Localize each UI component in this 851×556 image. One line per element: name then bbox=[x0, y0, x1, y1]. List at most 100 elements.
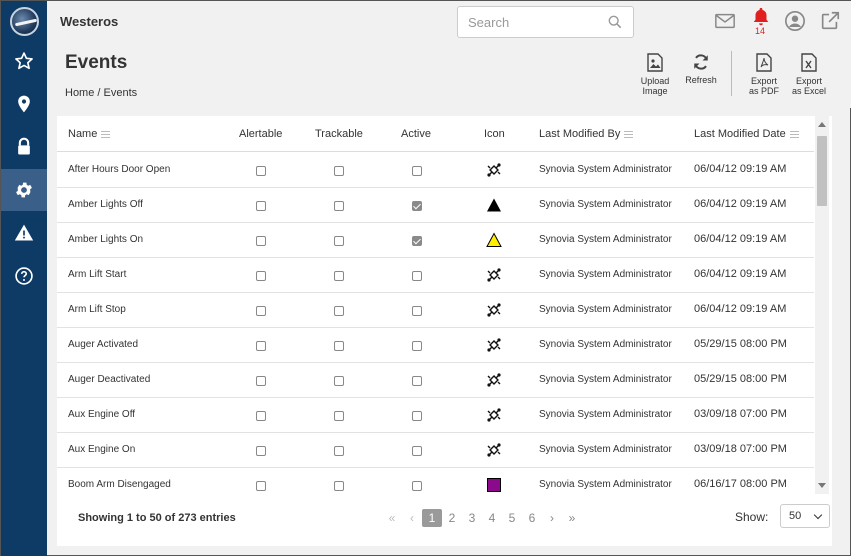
alertable-checkbox[interactable] bbox=[256, 166, 266, 176]
alertable-checkbox[interactable] bbox=[256, 446, 266, 456]
table-header: Name Alertable Trackable Active Icon Las… bbox=[57, 116, 814, 152]
export-pdf-button[interactable]: Export as PDF bbox=[746, 53, 782, 96]
next-page-button[interactable]: › bbox=[550, 511, 554, 525]
table-row[interactable]: Arm Lift Stop Synovia System Administrato… bbox=[57, 293, 814, 328]
active-checkbox[interactable] bbox=[412, 446, 422, 456]
show-label: Show: bbox=[735, 510, 769, 524]
sidebar-item-security[interactable] bbox=[1, 126, 47, 168]
external-link-icon[interactable] bbox=[819, 10, 841, 32]
app-title: Westeros bbox=[60, 14, 119, 29]
modified-by-cell: Synovia System Administrator bbox=[539, 339, 672, 350]
bell-icon[interactable] bbox=[750, 6, 772, 28]
map-pin-icon bbox=[18, 95, 30, 113]
logo[interactable] bbox=[10, 7, 39, 36]
search-box[interactable] bbox=[457, 6, 634, 38]
sidebar-item-settings[interactable] bbox=[1, 169, 47, 211]
sort-icon[interactable] bbox=[789, 130, 799, 138]
search-icon[interactable] bbox=[608, 15, 622, 29]
alertable-checkbox[interactable] bbox=[256, 306, 266, 316]
event-name-cell: Amber Lights Off bbox=[68, 199, 143, 210]
active-checkbox[interactable] bbox=[412, 236, 422, 246]
scroll-thumb[interactable] bbox=[817, 136, 827, 206]
page-button[interactable]: 1 bbox=[422, 509, 442, 527]
page-button[interactable]: 2 bbox=[448, 511, 456, 525]
sidebar-item-locations[interactable] bbox=[1, 83, 47, 125]
export-excel-button[interactable]: Export as Excel bbox=[789, 53, 829, 96]
sort-icon[interactable] bbox=[101, 130, 111, 138]
active-checkbox[interactable] bbox=[412, 376, 422, 386]
modified-by-cell: Synovia System Administrator bbox=[539, 444, 672, 455]
active-checkbox[interactable] bbox=[412, 306, 422, 316]
table-row[interactable]: Arm Lift Start Synovia System Administrat… bbox=[57, 258, 814, 293]
refresh-button[interactable]: Refresh bbox=[683, 53, 719, 85]
sidebar-item-favorites[interactable] bbox=[1, 40, 47, 82]
trackable-checkbox[interactable] bbox=[334, 166, 344, 176]
purple-square-icon bbox=[486, 477, 502, 493]
column-header-last-modified-by[interactable]: Last Modified By bbox=[539, 128, 634, 140]
last-page-button[interactable]: » bbox=[568, 511, 576, 525]
satellite-icon bbox=[486, 337, 502, 353]
toolbar-divider bbox=[731, 51, 732, 96]
scroll-up-arrow[interactable] bbox=[818, 122, 826, 127]
mail-icon[interactable] bbox=[714, 10, 736, 32]
trackable-checkbox[interactable] bbox=[334, 341, 344, 351]
table-scrollbar[interactable] bbox=[815, 116, 829, 494]
column-header-icon[interactable]: Icon bbox=[484, 128, 505, 140]
table-row[interactable]: Auger Activated Synovia System Administra… bbox=[57, 328, 814, 363]
table-row[interactable]: Boom Arm Disengaged Synovia System Admini… bbox=[57, 468, 814, 493]
column-header-alertable[interactable]: Alertable bbox=[239, 128, 283, 140]
column-header-trackable[interactable]: Trackable bbox=[315, 128, 363, 140]
sort-icon[interactable] bbox=[624, 130, 634, 138]
table-row[interactable]: Amber Lights Off Synovia System Administr… bbox=[57, 188, 814, 223]
modified-by-cell: Synovia System Administrator bbox=[539, 479, 672, 490]
alertable-checkbox[interactable] bbox=[256, 236, 266, 246]
first-page-button[interactable]: « bbox=[388, 511, 396, 525]
table-row[interactable]: After Hours Door Open Synovia System Admi… bbox=[57, 153, 814, 188]
modified-by-cell: Synovia System Administrator bbox=[539, 374, 672, 385]
sidebar-item-alerts[interactable] bbox=[1, 212, 47, 254]
table-row[interactable]: Amber Lights On Synovia System Administra… bbox=[57, 223, 814, 258]
table-row[interactable]: Auger Deactivated Synovia System Administ… bbox=[57, 363, 814, 398]
page-button[interactable]: 3 bbox=[468, 511, 476, 525]
search-input[interactable] bbox=[468, 15, 598, 30]
page-button[interactable]: 5 bbox=[508, 511, 516, 525]
page-size-select[interactable]: 50 bbox=[780, 504, 830, 528]
user-avatar-icon[interactable] bbox=[784, 10, 806, 32]
trackable-checkbox[interactable] bbox=[334, 481, 344, 491]
breadcrumb[interactable]: Home / Events bbox=[65, 87, 138, 99]
trackable-checkbox[interactable] bbox=[334, 376, 344, 386]
alertable-checkbox[interactable] bbox=[256, 481, 266, 491]
alertable-checkbox[interactable] bbox=[256, 201, 266, 211]
scroll-down-arrow[interactable] bbox=[818, 483, 826, 488]
page-button[interactable]: 6 bbox=[528, 511, 536, 525]
upload-image-button[interactable]: Upload Image bbox=[637, 53, 673, 96]
active-checkbox[interactable] bbox=[412, 481, 422, 491]
alertable-checkbox[interactable] bbox=[256, 411, 266, 421]
active-checkbox[interactable] bbox=[412, 411, 422, 421]
modified-date-cell: 06/04/12 09:19 AM bbox=[694, 198, 787, 210]
page-button[interactable]: 4 bbox=[488, 511, 496, 525]
table-row[interactable]: Aux Engine Off Synovia System Administrat… bbox=[57, 398, 814, 433]
trackable-checkbox[interactable] bbox=[334, 446, 344, 456]
active-checkbox[interactable] bbox=[412, 271, 422, 281]
modified-by-cell: Synovia System Administrator bbox=[539, 304, 672, 315]
sidebar-item-help[interactable] bbox=[1, 255, 47, 297]
alertable-checkbox[interactable] bbox=[256, 376, 266, 386]
trackable-checkbox[interactable] bbox=[334, 236, 344, 246]
trackable-checkbox[interactable] bbox=[334, 411, 344, 421]
modified-date-cell: 03/09/18 07:00 PM bbox=[694, 408, 787, 420]
trackable-checkbox[interactable] bbox=[334, 271, 344, 281]
column-header-active[interactable]: Active bbox=[401, 128, 431, 140]
active-checkbox[interactable] bbox=[412, 201, 422, 211]
active-checkbox[interactable] bbox=[412, 166, 422, 176]
trackable-checkbox[interactable] bbox=[334, 201, 344, 211]
table-row[interactable]: Aux Engine On Synovia System Administrato… bbox=[57, 433, 814, 468]
prev-page-button[interactable]: ‹ bbox=[410, 511, 414, 525]
modified-by-cell: Synovia System Administrator bbox=[539, 199, 672, 210]
active-checkbox[interactable] bbox=[412, 341, 422, 351]
trackable-checkbox[interactable] bbox=[334, 306, 344, 316]
alertable-checkbox[interactable] bbox=[256, 341, 266, 351]
alertable-checkbox[interactable] bbox=[256, 271, 266, 281]
column-header-last-modified-date[interactable]: Last Modified Date bbox=[694, 128, 799, 140]
column-header-name[interactable]: Name bbox=[68, 128, 111, 140]
